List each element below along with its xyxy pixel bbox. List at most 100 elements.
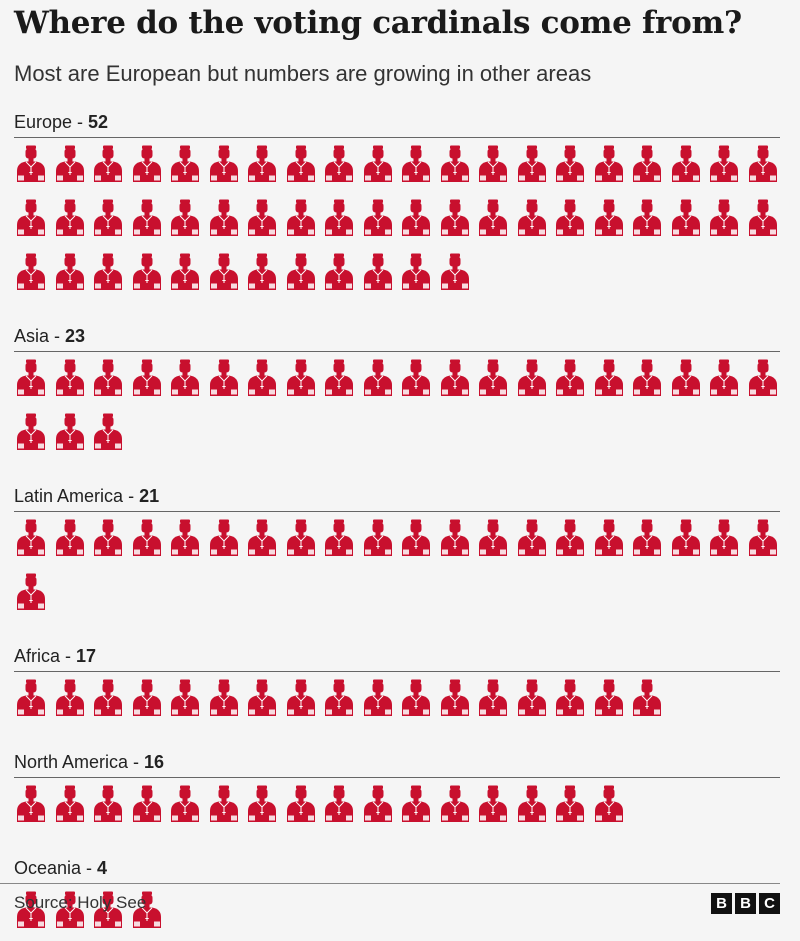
cardinal-icon (669, 144, 703, 182)
cardinal-icon (515, 518, 549, 556)
cardinal-icon (91, 198, 125, 236)
cardinal-icon (14, 412, 48, 450)
cardinal-icon (130, 358, 164, 396)
cardinal-icon (53, 678, 87, 716)
cardinal-icon (168, 198, 202, 236)
cardinal-icon (361, 358, 395, 396)
cardinal-icon (592, 784, 626, 822)
cardinal-icon (630, 198, 664, 236)
group-label: Europe - 52 (14, 112, 108, 133)
cardinal-icon (284, 198, 318, 236)
cardinal-icon (515, 144, 549, 182)
cardinal-icon (207, 358, 241, 396)
cardinal-icon (630, 358, 664, 396)
cardinal-icon (399, 252, 433, 290)
cardinal-icon (14, 518, 48, 556)
cardinal-icon (515, 678, 549, 716)
cardinal-icon (130, 890, 164, 928)
cardinal-icon (245, 518, 279, 556)
cardinal-icon (168, 518, 202, 556)
cardinal-icon (207, 678, 241, 716)
cardinal-icon (322, 198, 356, 236)
cardinal-icon (130, 144, 164, 182)
cardinal-icon (630, 678, 664, 716)
cardinal-icon (476, 198, 510, 236)
cardinal-icon (592, 358, 626, 396)
source-note: Source: Holy See (14, 893, 147, 912)
cardinal-icon (399, 358, 433, 396)
cardinal-icon (322, 518, 356, 556)
logo-letter: B (735, 893, 756, 914)
cardinal-icon (14, 144, 48, 182)
cardinal-icon (438, 144, 472, 182)
group-label: Asia - 23 (14, 326, 85, 347)
cardinal-icon (669, 358, 703, 396)
cardinal-icon (207, 518, 241, 556)
cardinal-icon (91, 252, 125, 290)
cardinal-icon (91, 412, 125, 450)
cardinal-icon (399, 198, 433, 236)
group-count: 17 (76, 646, 97, 666)
group-count: 21 (139, 486, 160, 506)
cardinal-icon (91, 358, 125, 396)
cardinal-icon (399, 678, 433, 716)
cardinal-icon (553, 144, 587, 182)
cardinal-icon (53, 890, 87, 928)
group-name: Africa (14, 646, 61, 666)
cardinal-icon (14, 678, 48, 716)
chart-title: Where do the voting cardinals come from? (14, 5, 742, 41)
cardinal-icon (130, 252, 164, 290)
group-divider (14, 351, 780, 352)
cardinal-icon (361, 784, 395, 822)
cardinal-icon (322, 144, 356, 182)
cardinal-icon (284, 252, 318, 290)
cardinal-icon (553, 198, 587, 236)
cardinal-icon (168, 358, 202, 396)
cardinal-icon (592, 144, 626, 182)
cardinal-icon (53, 358, 87, 396)
cardinal-icon (399, 144, 433, 182)
cardinal-icon (592, 518, 626, 556)
cardinal-icon (130, 784, 164, 822)
cardinal-icon (14, 572, 48, 610)
cardinal-icon (322, 358, 356, 396)
cardinal-icon (707, 198, 741, 236)
logo-letter: B (711, 893, 732, 914)
group-divider (14, 777, 780, 778)
group-name: Europe (14, 112, 73, 132)
cardinal-icon (14, 252, 48, 290)
cardinal-icon (207, 198, 241, 236)
group-label: Africa - 17 (14, 646, 96, 667)
cardinal-icon (322, 252, 356, 290)
cardinal-icon (515, 784, 549, 822)
cardinal-icon (284, 144, 318, 182)
cardinal-icon (245, 252, 279, 290)
cardinal-icon (476, 518, 510, 556)
cardinal-icon (168, 784, 202, 822)
cardinal-icon (168, 144, 202, 182)
cardinal-icon (669, 198, 703, 236)
cardinal-icon (14, 198, 48, 236)
group-divider (14, 137, 780, 138)
cardinal-icon (207, 784, 241, 822)
cardinal-icon (515, 198, 549, 236)
cardinal-icon (91, 890, 125, 928)
cardinal-icon (168, 678, 202, 716)
group-label: Latin America - 21 (14, 486, 159, 507)
cardinal-icon (53, 784, 87, 822)
cardinal-icon (438, 252, 472, 290)
cardinal-icon (476, 144, 510, 182)
cardinal-icon (168, 252, 202, 290)
cardinal-icon (553, 518, 587, 556)
cardinal-icon (438, 358, 472, 396)
group-name: North America (14, 752, 129, 772)
cardinal-icon (592, 198, 626, 236)
cardinal-icon (53, 518, 87, 556)
label-separator: - (72, 112, 89, 132)
cardinal-icon (707, 358, 741, 396)
group-count: 4 (97, 858, 108, 878)
cardinal-icon (322, 678, 356, 716)
cardinal-icon (284, 518, 318, 556)
cardinal-icon (245, 784, 279, 822)
